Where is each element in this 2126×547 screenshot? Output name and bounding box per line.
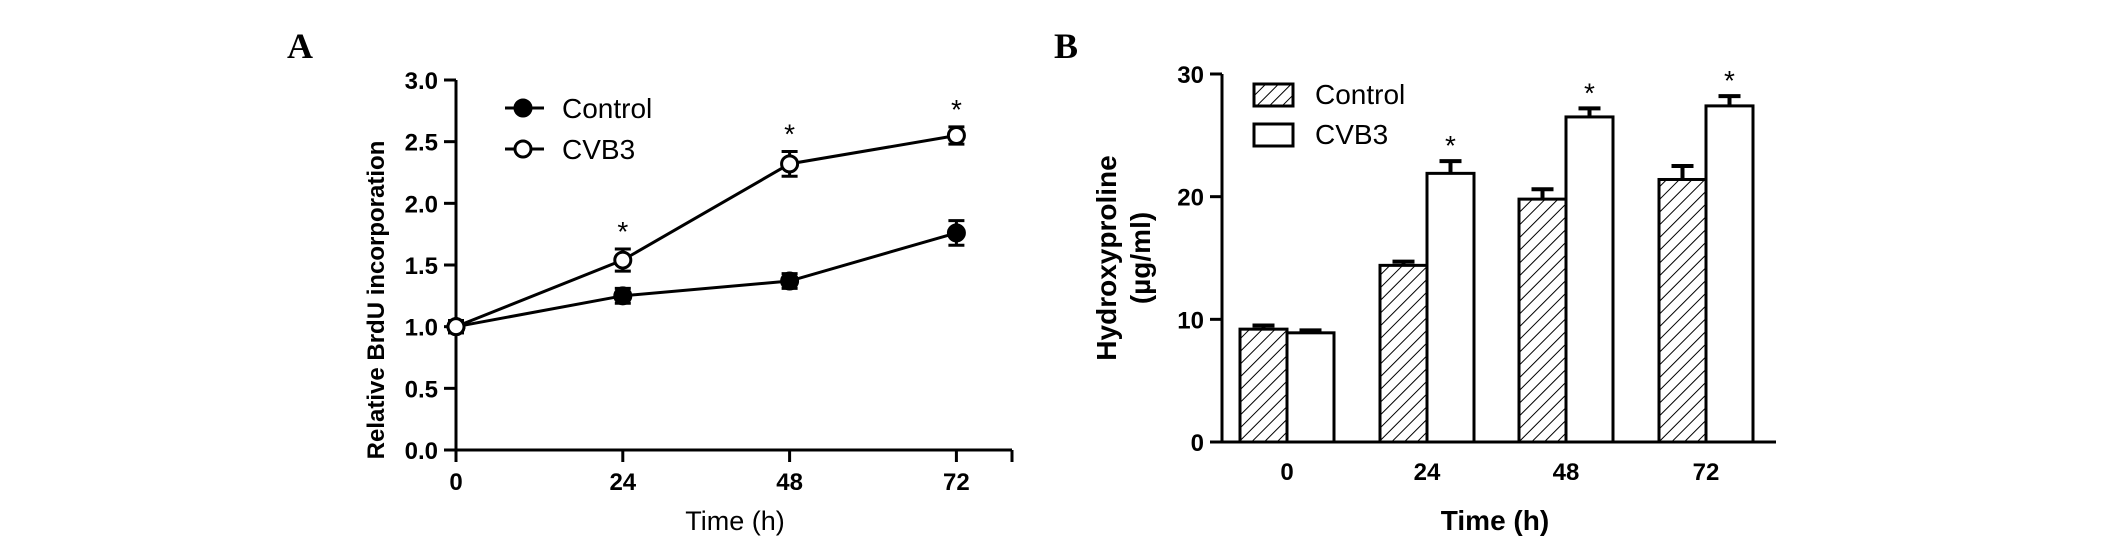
chart-b-bar-cvb3 [1285,331,1336,444]
chart-b-y-axis-title-line: Hydroxyproline [1091,155,1122,360]
chart-b-x-tick-label: 0 [1280,459,1293,486]
chart-a-annotations: * * * [617,94,962,247]
chart-b-bar-control [1378,263,1429,444]
chart-b-y-tick-label: 20 [1177,185,1204,212]
chart-a-point-control [780,271,800,291]
chart-b-legend-label: Control [1315,79,1405,110]
chart-a-x-tick-label: 24 [609,469,636,496]
chart-a-legend-label: Control [562,93,652,124]
chart-a-y-tick-label: 2.5 [405,130,438,157]
chart-b-legend-label: CVB3 [1315,119,1388,150]
chart-b-legend-swatch [1252,122,1295,148]
chart-b-bars [1238,94,1755,444]
panel-b-label: B [1054,26,1078,66]
chart-b-annotations: * * * [1445,65,1735,161]
chart-a-point-cvb3 [780,154,800,174]
chart-a-y-tick-label: 1.5 [405,253,438,280]
chart-a-x-tick-label: 48 [776,469,803,496]
chart-b-x-axis-title: Time (h) [1441,505,1549,536]
chart-a-axes [444,78,1014,462]
chart-a-x-tick-label: 72 [943,469,970,496]
chart-a-point-cvb3 [446,317,466,337]
chart-b-bar-control [1238,327,1289,444]
panel-a-label: A [287,26,313,66]
chart-a: 0.0 0.5 1.0 1.5 2.0 2.5 3.0 0 24 48 72 * * * Control… [363,68,1014,536]
chart-a-x-tick-label: 0 [449,469,462,496]
chart-a-point-cvb3 [946,126,966,145]
chart-a-series [446,125,966,337]
chart-a-significance-star: * [617,216,628,247]
chart-a-line-control [455,231,957,329]
chart-a-y-tick-label: 1.0 [405,315,438,342]
chart-b-y-axis-title-line: (µg/ml) [1125,212,1156,304]
chart-b-legend-swatch [1252,82,1295,108]
chart-a-line-cvb3 [455,134,957,329]
chart-a-tick-labels: 0.0 0.5 1.0 1.5 2.0 2.5 3.0 0 24 48 72 [405,68,970,496]
chart-b-y-tick-label: 0 [1191,430,1204,457]
chart-b-significance-star: * [1445,130,1456,161]
chart-b-x-tick-label: 72 [1693,459,1720,486]
chart-b-x-tick-label: 24 [1414,459,1441,486]
chart-b-significance-star: * [1584,77,1595,108]
chart-a-legend-label: CVB3 [562,134,635,165]
chart-b-x-tick-label: 48 [1553,459,1580,486]
chart-b-bar-cvb3 [1704,104,1755,444]
chart-b-bar-cvb3 [1564,115,1615,444]
chart-a-y-tick-label: 3.0 [405,68,438,95]
chart-b-bar-cvb3 [1425,171,1476,444]
chart-b-y-axis-title: Hydroxyproline (µg/ml) [1091,155,1156,360]
chart-a-significance-star: * [784,119,795,150]
chart-a-legend-marker [513,139,533,159]
chart-a-y-tick-label: 0.0 [405,438,438,465]
chart-a-y-tick-label: 2.0 [405,191,438,218]
chart-a-y-tick-label: 0.5 [405,376,438,403]
chart-a-y-axis-title: Relative BrdU incorporation [363,141,390,460]
chart-a-significance-star: * [951,94,962,125]
chart-b-bar-control [1657,177,1708,444]
chart-a-x-axis-title: Time (h) [685,506,785,536]
chart-b-bar-control [1517,197,1568,444]
chart-a-point-control [946,223,966,243]
chart-b-y-tick-label: 30 [1177,62,1204,89]
chart-b-y-tick-label: 10 [1177,307,1204,334]
chart-a-point-control [613,286,633,306]
chart-b-significance-star: * [1724,65,1735,96]
chart-a-legend-marker [513,98,533,118]
chart-b-legend: Control CVB3 [1252,79,1405,150]
chart-a-point-cvb3 [613,250,633,270]
chart-a-legend: Control CVB3 [505,93,652,165]
chart-b-tick-labels: 0 10 20 30 0 24 48 72 [1177,62,1719,486]
